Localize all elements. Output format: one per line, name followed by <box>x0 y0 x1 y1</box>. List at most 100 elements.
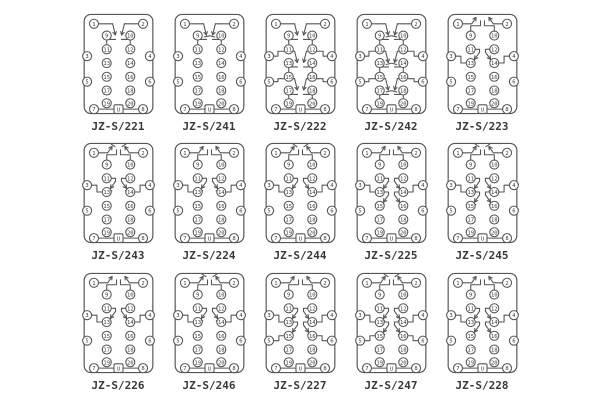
terminal-2: 2 <box>410 277 421 288</box>
terminal-5: 5 <box>354 76 365 87</box>
contact-wire <box>484 178 490 183</box>
terminal-number: 17 <box>103 218 110 224</box>
terminal-number: 12 <box>399 177 406 183</box>
contact-wire <box>484 307 490 312</box>
terminal-circle <box>397 201 408 212</box>
terminal-number: 15 <box>285 204 292 210</box>
terminal-circle <box>124 344 135 355</box>
terminal-circle <box>228 233 239 244</box>
terminal-number: 17 <box>194 347 201 353</box>
terminal-16: 16 <box>215 201 226 212</box>
terminal-circle <box>101 85 112 96</box>
terminal-14: 14 <box>124 57 135 69</box>
contact-symbol-no <box>109 313 114 319</box>
socket-outline <box>265 143 335 244</box>
terminal-number: 5 <box>358 209 361 215</box>
contact-wire <box>210 149 222 161</box>
contact-symbol-nc <box>202 31 208 36</box>
contact-arm <box>106 275 113 283</box>
terminal-circle <box>488 187 499 198</box>
terminal-15: 15 <box>465 71 476 82</box>
terminal-17: 17 <box>374 214 385 225</box>
contact-symbol-no <box>291 327 296 333</box>
contact-wire <box>393 321 399 326</box>
terminal-1: 1 <box>179 277 190 288</box>
terminal-circle <box>465 30 476 41</box>
terminal-9: 9 <box>374 289 385 300</box>
terminal-20: 20 <box>215 98 226 109</box>
terminal-circle <box>283 98 294 109</box>
terminal-14: 14 <box>215 316 226 327</box>
terminal-circle <box>215 85 226 96</box>
terminal-circle <box>192 159 203 170</box>
terminal-number: 9 <box>105 292 108 298</box>
terminal-number: 8 <box>505 366 508 372</box>
terminal-number: 5 <box>85 209 88 215</box>
terminal-circle <box>124 356 135 367</box>
terminal-circle <box>354 205 365 217</box>
u-label: U <box>389 366 392 372</box>
terminal-16: 16 <box>488 71 499 82</box>
terminal-number: 9 <box>287 34 290 40</box>
contact-symbol-no <box>382 198 387 203</box>
terminal-number: 1 <box>183 280 186 286</box>
terminal-number: 15 <box>376 75 383 81</box>
terminal-1: 1 <box>88 148 99 159</box>
socket-outline <box>356 143 426 244</box>
terminal-12: 12 <box>215 44 226 55</box>
terminal-circle <box>235 335 246 346</box>
terminal-9: 9 <box>374 30 385 41</box>
contact-arm <box>473 324 480 333</box>
terminal-number: 18 <box>308 347 315 353</box>
terminal-number: 6 <box>512 209 515 215</box>
terminal-circle <box>465 302 476 313</box>
terminal-circle <box>465 57 476 69</box>
contact-arm <box>473 181 480 190</box>
terminal-number: 20 <box>399 231 406 237</box>
u-box <box>476 362 488 373</box>
terminal-17: 17 <box>192 214 203 225</box>
terminal-number: 3 <box>267 54 270 60</box>
power-terminal-u: U <box>476 233 488 244</box>
terminal-19: 19 <box>283 356 294 367</box>
terminal-20: 20 <box>215 356 226 367</box>
diagram-label: JZ-S/243 <box>91 249 145 263</box>
terminal-number: 15 <box>103 333 110 339</box>
terminal-3: 3 <box>263 180 274 191</box>
contact-symbol-no <box>304 184 309 190</box>
terminal-10: 10 <box>124 289 135 300</box>
terminal-9: 9 <box>192 159 203 170</box>
terminal-8: 8 <box>137 233 148 244</box>
terminal-number: 19 <box>467 231 474 237</box>
terminal-circle <box>283 44 294 55</box>
terminal-circle <box>192 344 203 355</box>
terminal-5: 5 <box>172 335 183 346</box>
terminal-17: 17 <box>101 214 112 225</box>
terminal-circle <box>374 98 385 109</box>
terminal-7: 7 <box>452 362 463 373</box>
terminal-circle <box>283 159 294 170</box>
terminal-11: 11 <box>374 302 385 313</box>
terminal-number: 2 <box>323 22 326 28</box>
contact-symbol-nc <box>486 198 491 203</box>
terminal-8: 8 <box>137 362 148 373</box>
terminal-6: 6 <box>144 76 155 87</box>
terminal-circle <box>215 187 226 198</box>
nc-bar-icon <box>385 62 392 66</box>
terminal-number: 8 <box>141 366 144 372</box>
terminal-11: 11 <box>283 302 294 313</box>
terminal-19: 19 <box>465 227 476 238</box>
terminal-17: 17 <box>283 85 294 96</box>
terminal-12: 12 <box>306 302 317 313</box>
u-box <box>112 104 124 114</box>
terminal-number: 6 <box>330 80 333 86</box>
terminal-number: 7 <box>274 366 277 372</box>
terminal-10: 10 <box>488 159 499 170</box>
contact-arm <box>396 146 403 154</box>
power-terminal-u: U <box>112 104 124 114</box>
terminal-number: 10 <box>126 292 133 298</box>
contact-wire <box>90 184 103 193</box>
terminal-18: 18 <box>215 85 226 96</box>
terminal-20: 20 <box>488 356 499 367</box>
contact-symbol-no <box>380 146 386 151</box>
